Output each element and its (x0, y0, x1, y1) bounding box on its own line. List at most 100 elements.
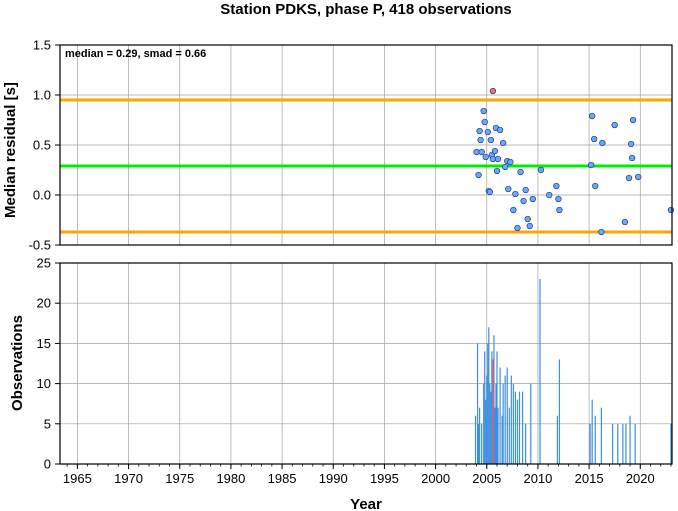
bar (488, 327, 490, 464)
bar (502, 383, 504, 464)
data-point (505, 185, 512, 193)
y-tick-label: 1.0 (33, 88, 51, 103)
bar (493, 335, 495, 464)
data-point (475, 171, 482, 179)
bar (518, 391, 521, 464)
data-point (628, 154, 636, 162)
x-tick-label: 1975 (165, 471, 194, 486)
bar (487, 343, 489, 464)
data-point (478, 148, 485, 156)
bar (670, 423, 672, 464)
x-tick-label: 2015 (575, 471, 604, 486)
data-point (499, 139, 507, 147)
data-point (512, 190, 519, 198)
y-axis-label-observations: Observations (9, 315, 26, 411)
bar (516, 399, 519, 464)
data-point (484, 128, 491, 136)
data-point (481, 118, 488, 126)
bar (525, 423, 527, 464)
data-point (514, 224, 521, 232)
data-point (480, 107, 487, 115)
x-tick-label: 1985 (268, 471, 297, 486)
bar (499, 367, 501, 464)
x-tick-label: 1990 (319, 471, 348, 486)
data-point (494, 155, 502, 163)
bar (508, 407, 510, 464)
data-point (482, 153, 489, 161)
bar (489, 383, 491, 464)
x-tick-label: 2005 (472, 471, 501, 486)
data-point (510, 206, 517, 214)
data-point (625, 174, 633, 182)
data-point (526, 222, 533, 230)
y-tick-label: 0.0 (33, 188, 51, 203)
x-tick-label: 2010 (523, 471, 552, 486)
bar (474, 415, 477, 464)
bar (634, 423, 636, 464)
bar (491, 351, 493, 464)
data-point (502, 163, 509, 171)
data-point (553, 182, 560, 190)
bar (629, 415, 631, 464)
data-point (522, 186, 529, 194)
data-point (546, 191, 553, 199)
data-point (493, 167, 501, 175)
x-tick-label: 1980 (216, 471, 245, 486)
bar (521, 391, 524, 464)
stats-annotation: median = 0.29, smad = 0.66 (65, 48, 206, 60)
bar (556, 415, 558, 464)
bar (514, 391, 517, 464)
bar (485, 399, 487, 464)
bar (625, 423, 627, 464)
bar (594, 415, 596, 464)
y-tick-label: 10 (37, 376, 51, 391)
data-point (520, 197, 527, 205)
x-tick-label: 2000 (421, 471, 450, 486)
data-point (489, 87, 497, 95)
bar (510, 375, 512, 464)
bar (622, 423, 624, 464)
bar (600, 407, 602, 464)
bar (501, 415, 503, 464)
bar (477, 423, 480, 464)
bar (512, 383, 514, 464)
data-point (667, 206, 675, 214)
data-point (599, 139, 606, 147)
bar (495, 383, 497, 464)
bar (481, 423, 483, 464)
bar (506, 367, 508, 464)
y-tick-label: 25 (37, 256, 51, 271)
bar (558, 359, 561, 464)
data-point (627, 140, 635, 148)
y-tick-label: 20 (37, 296, 51, 311)
data-point (489, 155, 497, 163)
y-tick-label: -0.5 (29, 238, 51, 253)
y-tick-label: 0 (44, 457, 51, 472)
data-point (589, 112, 596, 120)
data-point (635, 173, 642, 181)
y-tick-label: 5 (44, 416, 51, 431)
x-tick-label: 2020 (626, 471, 655, 486)
bar (589, 423, 591, 464)
plot-area (60, 263, 672, 464)
bar (476, 343, 479, 464)
bar (617, 423, 619, 464)
data-point (555, 195, 562, 203)
bar (486, 375, 488, 464)
data-point (487, 136, 495, 144)
y-axis-label-residual: Median residual [s] (2, 82, 19, 218)
x-tick-label: 1995 (370, 471, 399, 486)
y-tick-label: 15 (37, 336, 51, 351)
data-point (477, 136, 484, 144)
bar (483, 383, 485, 464)
data-point (476, 127, 483, 135)
x-tick-label: 1970 (114, 471, 143, 486)
bar (494, 407, 496, 464)
plot-frame (59, 262, 673, 465)
bar (490, 391, 492, 464)
y-tick-label: 0.5 (33, 138, 51, 153)
bar (530, 383, 532, 464)
data-point (556, 206, 563, 214)
data-point (588, 161, 595, 169)
data-point (537, 166, 545, 174)
